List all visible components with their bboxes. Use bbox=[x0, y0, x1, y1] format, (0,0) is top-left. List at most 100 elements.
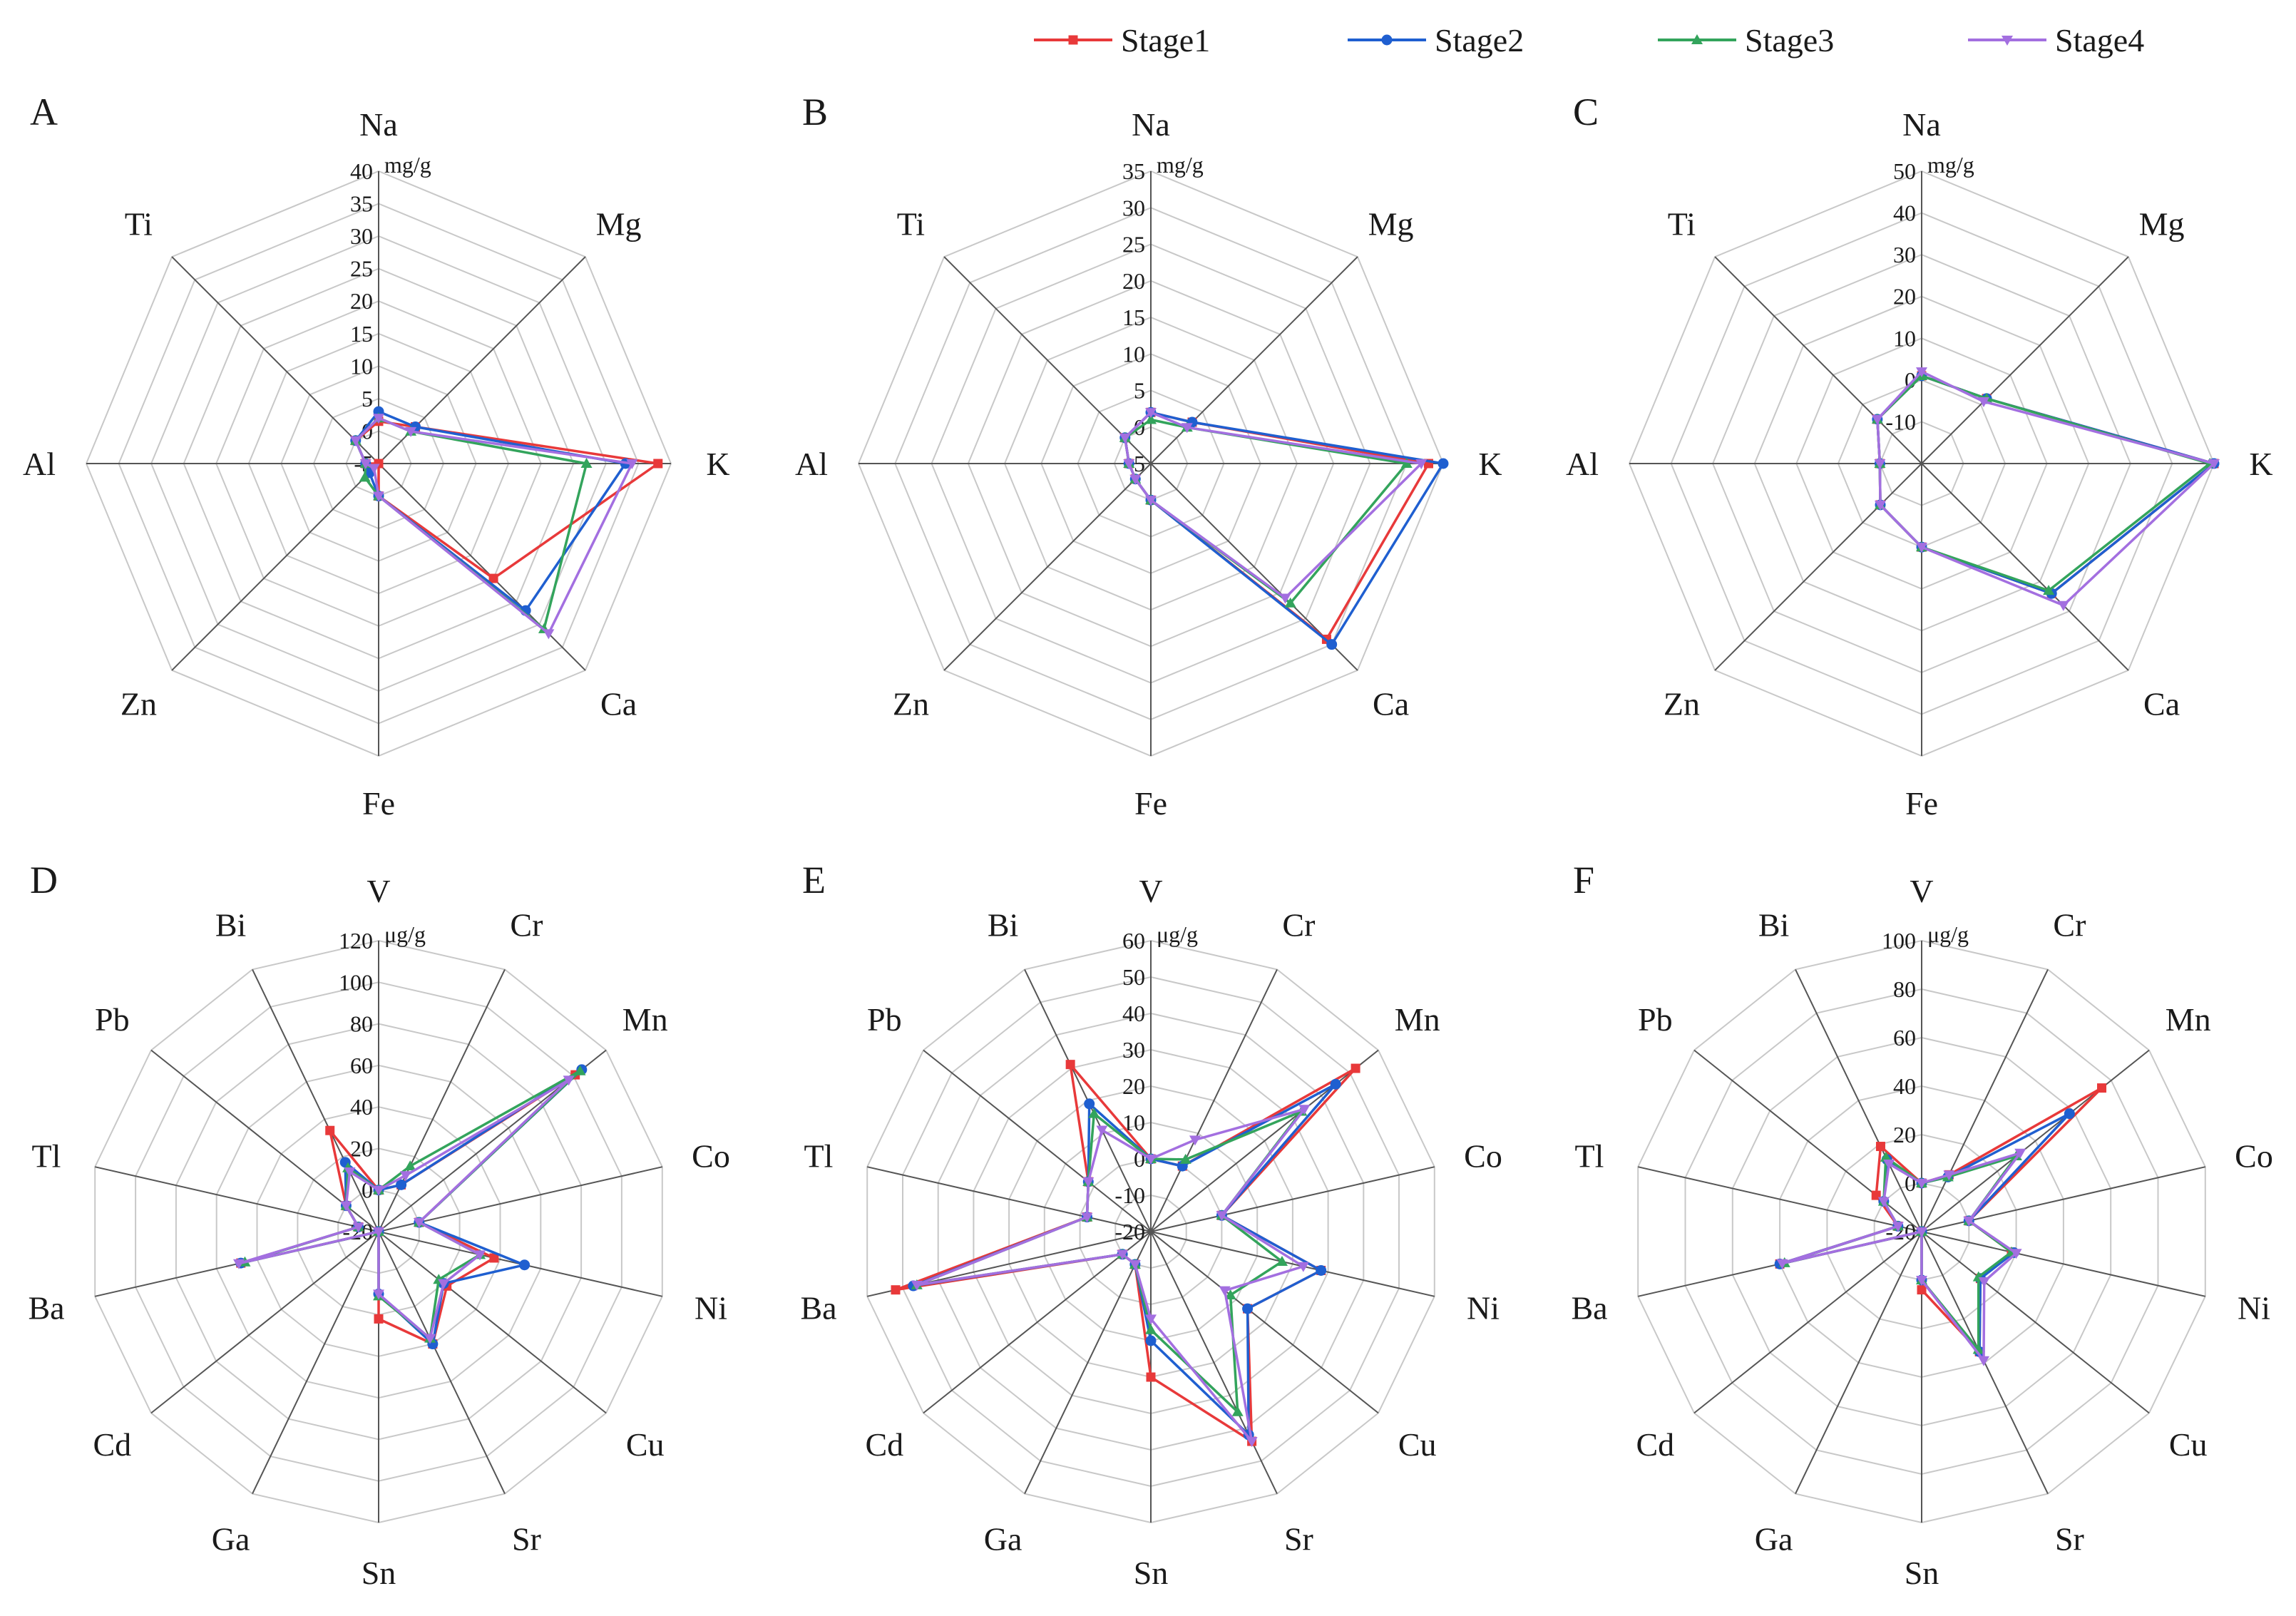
data-point bbox=[1189, 1135, 1201, 1146]
spoke bbox=[378, 1231, 607, 1414]
spoke bbox=[378, 1166, 663, 1232]
data-point bbox=[1978, 1356, 1990, 1366]
tick-label: 25 bbox=[350, 256, 373, 282]
data-point bbox=[1088, 1108, 1100, 1118]
series-stage4 bbox=[232, 1075, 575, 1344]
category-label-cu: Cu bbox=[626, 1426, 665, 1463]
grid bbox=[866, 939, 1435, 1524]
unit-label: μg/g bbox=[1157, 921, 1198, 947]
data-point bbox=[1298, 1105, 1311, 1115]
data-point bbox=[1351, 1063, 1360, 1073]
series-stage4 bbox=[1776, 1148, 2026, 1366]
data-point bbox=[574, 1065, 586, 1075]
data-point bbox=[543, 629, 555, 640]
category-label-cd: Cd bbox=[1636, 1426, 1674, 1463]
spoke bbox=[1150, 1166, 1435, 1232]
tick-label: 20 bbox=[350, 288, 373, 314]
legend-label: Stage4 bbox=[2055, 22, 2144, 58]
category-label-zn: Zn bbox=[893, 686, 929, 722]
tick-label: 60 bbox=[1122, 928, 1145, 953]
category-label-sr: Sr bbox=[2055, 1521, 2084, 1558]
panel-letter: D bbox=[30, 859, 58, 901]
data-point bbox=[359, 459, 371, 469]
data-point bbox=[580, 458, 593, 468]
data-point bbox=[1216, 1211, 1228, 1222]
tick-label: 60 bbox=[350, 1053, 373, 1078]
series-stage4 bbox=[911, 1105, 1311, 1448]
category-label-fe: Fe bbox=[362, 785, 395, 822]
data-point bbox=[1875, 1142, 1885, 1152]
data-point bbox=[1081, 1212, 1093, 1223]
tick-label: 100 bbox=[1882, 928, 1916, 953]
spoke bbox=[923, 1231, 1152, 1414]
spoke bbox=[378, 1231, 506, 1495]
spoke bbox=[1921, 968, 2049, 1232]
spoke bbox=[943, 463, 1152, 671]
data-point bbox=[1129, 1259, 1141, 1270]
tick-label: 30 bbox=[1893, 242, 1916, 267]
tick-label: 5 bbox=[362, 386, 373, 411]
data-point bbox=[413, 1218, 425, 1229]
spoke bbox=[1150, 1231, 1379, 1414]
legend-item-stage3: Stage3 bbox=[1658, 22, 1834, 58]
tick-label: 50 bbox=[1893, 158, 1916, 184]
data-point bbox=[474, 1250, 486, 1261]
spoke bbox=[1795, 968, 1922, 1232]
category-label-mn: Mn bbox=[1395, 1001, 1440, 1038]
panel-letter: E bbox=[802, 859, 826, 901]
tick-label: 40 bbox=[1893, 1073, 1916, 1099]
series-line bbox=[1124, 411, 1445, 646]
category-label-zn: Zn bbox=[121, 686, 157, 722]
category-label-fe: Fe bbox=[1905, 785, 1938, 822]
category-label-sr: Sr bbox=[512, 1521, 541, 1558]
tick-label: 40 bbox=[350, 1094, 373, 1120]
spoke bbox=[1921, 256, 2129, 464]
data-point bbox=[1145, 1314, 1157, 1325]
grid bbox=[857, 170, 1445, 757]
data-point bbox=[325, 1125, 335, 1135]
spoke bbox=[1150, 968, 1278, 1232]
spoke bbox=[150, 1231, 379, 1414]
category-label-co: Co bbox=[2235, 1138, 2273, 1175]
series-stage3 bbox=[349, 412, 593, 633]
data-point bbox=[1145, 496, 1157, 506]
spoke bbox=[1637, 1166, 1922, 1232]
spoke bbox=[866, 1166, 1152, 1232]
data-point bbox=[1145, 1155, 1157, 1165]
category-label-ba: Ba bbox=[28, 1289, 64, 1326]
data-point bbox=[232, 1259, 245, 1269]
data-point bbox=[374, 1314, 384, 1324]
category-label-mn: Mn bbox=[622, 1001, 668, 1038]
panel-letter: C bbox=[1573, 91, 1599, 133]
tick-label: 20 bbox=[350, 1135, 373, 1161]
data-point bbox=[1145, 1335, 1157, 1346]
category-label-k: K bbox=[2249, 446, 2272, 482]
tick-label: -10 bbox=[1885, 409, 1916, 434]
category-label-ni: Ni bbox=[1467, 1289, 1500, 1326]
legend-marker bbox=[1381, 34, 1393, 46]
tick-label: 20 bbox=[1122, 268, 1145, 294]
category-label-cr: Cr bbox=[2053, 906, 2086, 943]
series-stage4 bbox=[1119, 408, 1428, 604]
category-label-sr: Sr bbox=[1284, 1521, 1313, 1558]
tick-label: -20 bbox=[1114, 1219, 1145, 1244]
category-label-na: Na bbox=[359, 106, 398, 143]
spoke bbox=[1921, 463, 2129, 671]
spoke bbox=[1921, 1231, 2206, 1297]
radar-panel-e: 6050403020100-10-20μg/gVCrMnCoNiCuSrSnGa… bbox=[800, 859, 1502, 1591]
spoke bbox=[1024, 1231, 1152, 1495]
data-point bbox=[1224, 1289, 1236, 1300]
tick-label: 30 bbox=[1122, 195, 1145, 220]
tick-label: 10 bbox=[1122, 341, 1145, 367]
data-point bbox=[1219, 1286, 1231, 1297]
data-point bbox=[1437, 458, 1449, 469]
tick-label: 10 bbox=[1893, 325, 1916, 351]
tick-label: 80 bbox=[1893, 976, 1916, 1002]
category-label-na: Na bbox=[1132, 106, 1170, 143]
radar-panel-f: 100806040200-20μg/gVCrMnCoNiCuSrSnGaCdBa… bbox=[1571, 859, 2272, 1591]
tick-label: 10 bbox=[350, 353, 373, 379]
data-point bbox=[1415, 459, 1428, 469]
category-label-mg: Mg bbox=[2139, 205, 2185, 242]
